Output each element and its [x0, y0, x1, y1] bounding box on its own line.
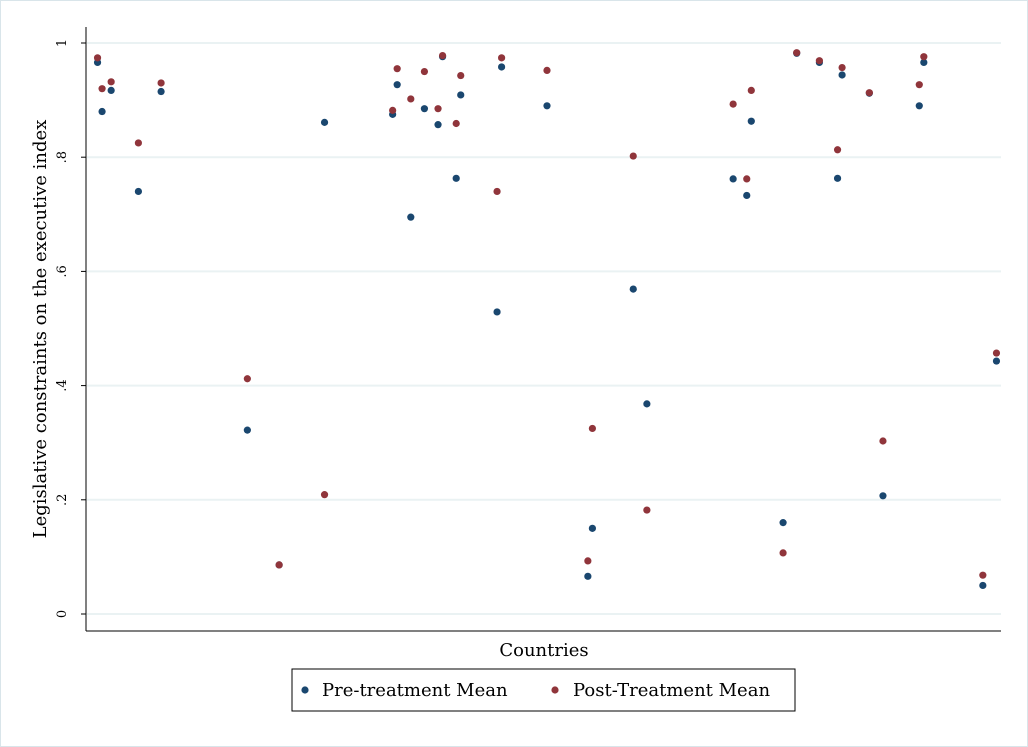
data-point — [793, 49, 801, 57]
data-point — [543, 66, 551, 75]
data-point — [584, 572, 592, 580]
data-point — [98, 85, 106, 93]
y-tick-label: .8 — [55, 151, 70, 163]
data-point — [915, 81, 923, 89]
data-point — [779, 519, 787, 527]
data-point — [779, 549, 787, 557]
data-point — [543, 102, 551, 110]
legend-label-pre: Pre-treatment Mean — [322, 680, 508, 701]
data-point — [275, 561, 283, 569]
data-point — [643, 400, 651, 408]
data-point — [157, 79, 165, 87]
gridlines — [87, 42, 1001, 615]
data-point — [434, 121, 442, 129]
data-point — [729, 175, 737, 183]
data-point — [452, 174, 460, 182]
data-point — [920, 53, 928, 61]
data-point — [134, 187, 142, 196]
data-point — [389, 106, 397, 114]
data-point — [920, 58, 928, 67]
data-point — [629, 285, 637, 293]
data-point — [457, 91, 465, 99]
y-tick-label: 1 — [55, 39, 70, 47]
data-point — [457, 71, 465, 80]
data-point — [643, 506, 651, 514]
data-point — [747, 117, 755, 125]
data-point — [243, 426, 251, 434]
legend-label-post: Post-Treatment Mean — [573, 680, 770, 701]
data-point — [879, 492, 887, 500]
data-point — [833, 174, 842, 182]
data-point — [729, 100, 737, 108]
data-point — [243, 375, 251, 383]
legend-marker-post — [551, 686, 559, 694]
data-point — [134, 139, 142, 147]
data-point — [992, 357, 1001, 365]
y-tick-label: .4 — [55, 379, 70, 391]
data-point — [393, 65, 401, 73]
data-point — [498, 54, 506, 62]
data-point — [584, 557, 592, 565]
data-point — [879, 437, 887, 445]
data-point — [747, 86, 755, 94]
data-point — [107, 86, 115, 94]
data-point — [743, 191, 751, 200]
axes — [85, 27, 1001, 632]
series-post-treatment — [93, 49, 1001, 579]
data-point — [493, 187, 501, 196]
data-point — [865, 89, 873, 97]
y-ticks: 0 .2 .4 .6 .8 1 — [55, 39, 86, 618]
data-point — [588, 424, 597, 433]
data-points — [93, 49, 1001, 590]
data-point — [98, 107, 106, 116]
data-point — [498, 63, 506, 71]
data-point — [979, 581, 987, 590]
data-point — [979, 571, 987, 579]
legend-marker-pre — [301, 686, 309, 694]
y-tick-label: .6 — [55, 265, 70, 277]
data-point — [407, 213, 415, 221]
data-point — [393, 81, 401, 89]
data-point — [833, 146, 842, 154]
legend-box — [291, 668, 796, 712]
data-point — [838, 71, 846, 79]
series-pre-treatment — [93, 49, 1001, 590]
data-point — [420, 105, 429, 113]
data-point — [107, 78, 115, 86]
legend: Pre-treatment Mean Post-Treatment Mean — [291, 668, 796, 712]
data-point — [815, 57, 824, 65]
x-axis-title: Countries — [499, 640, 588, 661]
data-point — [420, 67, 429, 76]
data-point — [838, 63, 846, 72]
data-point — [320, 491, 329, 499]
data-point — [915, 102, 923, 110]
data-point — [93, 54, 102, 62]
y-tick-label: .2 — [55, 494, 70, 506]
data-point — [434, 105, 442, 113]
data-point — [588, 524, 597, 532]
y-tick-label: 0 — [55, 610, 70, 618]
data-point — [452, 119, 460, 128]
y-axis-title: Legislative constraints on the executive… — [30, 120, 51, 539]
data-point — [992, 349, 1001, 357]
data-point — [493, 308, 501, 316]
data-point — [438, 51, 447, 60]
data-point — [157, 87, 165, 96]
data-point — [743, 175, 751, 183]
data-point — [629, 152, 637, 160]
data-point — [407, 95, 415, 103]
data-point — [320, 118, 329, 126]
